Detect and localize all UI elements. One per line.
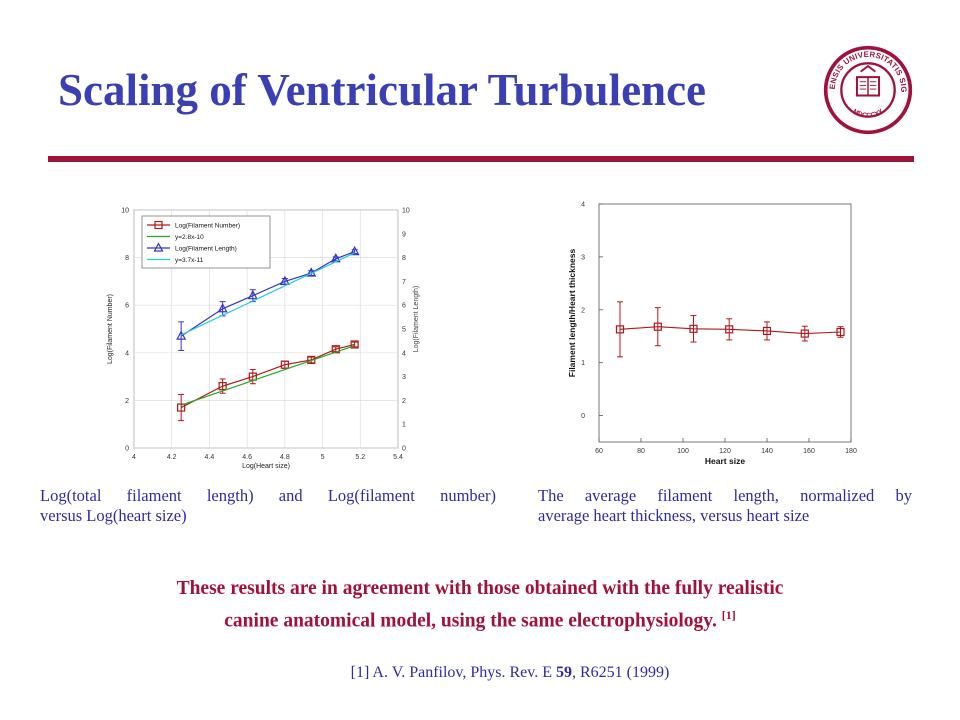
error-bar — [654, 307, 661, 347]
x-tick-label: 120 — [719, 448, 731, 455]
error-bar — [764, 321, 770, 341]
y2-tick-label: 0 — [402, 446, 406, 453]
series-line — [180, 345, 355, 406]
data-point — [217, 302, 228, 313]
data-point — [800, 329, 809, 338]
x-tick-label: 4.8 — [280, 454, 290, 461]
data-point — [762, 326, 772, 336]
y2-tick-label: 9 — [402, 231, 406, 238]
y-tick-label: 4 — [581, 202, 585, 209]
caption-left-line-1: Log(total filament length) and Log(filam… — [40, 486, 496, 505]
y-axis-label: Log(Filament Number) — [107, 294, 114, 364]
error-bar — [178, 393, 185, 422]
legend-label: y=2.8x-10 — [175, 234, 204, 241]
reference-marker: [1] — [721, 608, 736, 622]
title-divider — [48, 156, 914, 162]
university-seal-logo: INDIANENSIS UNIVERSITATIS SIGILLUM MDCCC… — [822, 44, 913, 135]
main-statement-line-1: These results are in agreement with thos… — [176, 578, 784, 599]
data-point — [836, 327, 845, 337]
error-bar — [801, 325, 808, 342]
main-statement: These results are in agreement with thos… — [60, 575, 900, 635]
data-point — [725, 325, 734, 334]
x-tick-label: 5.2 — [355, 454, 365, 461]
page-title: Scaling of Ventricular Turbulence — [58, 65, 707, 115]
caption-right-line-1: The average filament length, normalized … — [538, 486, 912, 505]
y-tick-label: 2 — [581, 307, 585, 314]
data-point — [653, 322, 662, 331]
y2-tick-label: 8 — [402, 255, 406, 262]
x-tick-label: 4.2 — [167, 454, 177, 461]
data-point — [247, 289, 258, 300]
error-bar — [249, 368, 256, 385]
data-point — [689, 324, 698, 333]
main-statement-line-2-text: canine anatomical model, using the same … — [224, 610, 717, 632]
error-bar — [690, 315, 697, 343]
y2-tick-label: 10 — [402, 208, 410, 215]
legend-marker — [153, 242, 164, 252]
y-tick-label: 6 — [125, 303, 129, 310]
x-tick-label: 140 — [761, 448, 773, 455]
error-bar — [726, 318, 733, 341]
y-tick-label: 0 — [581, 413, 585, 420]
normalized-length-chart: 60 80 100 120 140 160 180 0 1 2 3 4 Heart size Filame… — [567, 202, 857, 466]
y-tick-label: 10 — [121, 208, 129, 215]
reference-citation: [1] A. V. Panfilov, Phys. Rev. E 59, R62… — [0, 664, 960, 682]
x-tick-label: 160 — [803, 448, 815, 455]
data-point — [350, 340, 359, 349]
y2-tick-label: 6 — [402, 303, 406, 310]
y2-tick-label: 2 — [402, 398, 406, 405]
x-tick-label: 5.4 — [393, 454, 403, 461]
x-tick-label: 60 — [595, 448, 603, 455]
caption-right-line-2: average heart thickness, versus heart si… — [538, 506, 810, 525]
y-tick-label: 8 — [125, 255, 129, 262]
caption-left: Log(total filament length) and Log(filam… — [40, 486, 496, 526]
data-point — [615, 325, 625, 334]
reference-prefix: [1] A. V. Panfilov, Phys. Rev. E — [350, 664, 556, 681]
y-tick-label: 2 — [125, 398, 129, 405]
x-axis-label: Log(Heart size) — [242, 463, 290, 470]
y2-tick-label: 4 — [402, 350, 406, 357]
legend-label: Log(Filament Number) — [175, 223, 240, 230]
y2-tick-label: 5 — [402, 327, 406, 334]
x-tick-label: 4.4 — [205, 454, 215, 461]
caption-right: The average filament length, normalized … — [538, 486, 912, 526]
y-tick-label: 1 — [581, 360, 585, 367]
x-tick-label: 4.6 — [242, 454, 252, 461]
x-tick-label: 180 — [845, 448, 857, 455]
reference-volume: 59 — [556, 664, 572, 681]
reference-suffix: , R6251 (1999) — [572, 664, 670, 681]
error-bar — [617, 301, 623, 358]
y-tick-label: 0 — [125, 446, 129, 453]
x-tick-label: 4 — [132, 454, 136, 461]
legend-label: y=3.7x-11 — [175, 257, 204, 264]
data-point — [349, 245, 360, 256]
data-point — [280, 360, 289, 369]
y2-tick-label: 3 — [402, 374, 406, 381]
svg-text:MDCCCXX: MDCCCXX — [852, 108, 885, 120]
data-point — [218, 382, 227, 391]
filament-scaling-chart: 4 4.2 4.4 4.6 4.8 5 5.2 5.40246810012345678910L… — [107, 208, 420, 471]
x-axis-label: Heart size — [705, 456, 745, 465]
x-tick-label: 100 — [677, 448, 689, 455]
y2-tick-label: 7 — [402, 279, 406, 286]
y2-axis-label: Log(Filament Length) — [413, 286, 420, 353]
main-statement-line-2: canine anatomical model, using the same … — [60, 602, 900, 635]
caption-left-line-2: versus Log(heart size) — [40, 506, 187, 525]
y-tick-label: 3 — [581, 254, 585, 261]
legend-label: Log(Filament Length) — [175, 246, 237, 253]
y2-tick-label: 1 — [402, 422, 406, 429]
plot-frame — [598, 203, 852, 443]
data-point — [176, 330, 187, 340]
y-axis-label: Filament length/Heart thickness — [567, 248, 577, 377]
data-point — [279, 275, 290, 286]
x-tick-label: 5 — [321, 454, 325, 461]
series-line — [180, 252, 355, 336]
data-point — [177, 403, 186, 412]
y-tick-label: 4 — [125, 350, 129, 357]
x-tick-label: 80 — [637, 448, 645, 455]
legend-marker — [154, 220, 163, 230]
error-bar — [178, 321, 185, 351]
